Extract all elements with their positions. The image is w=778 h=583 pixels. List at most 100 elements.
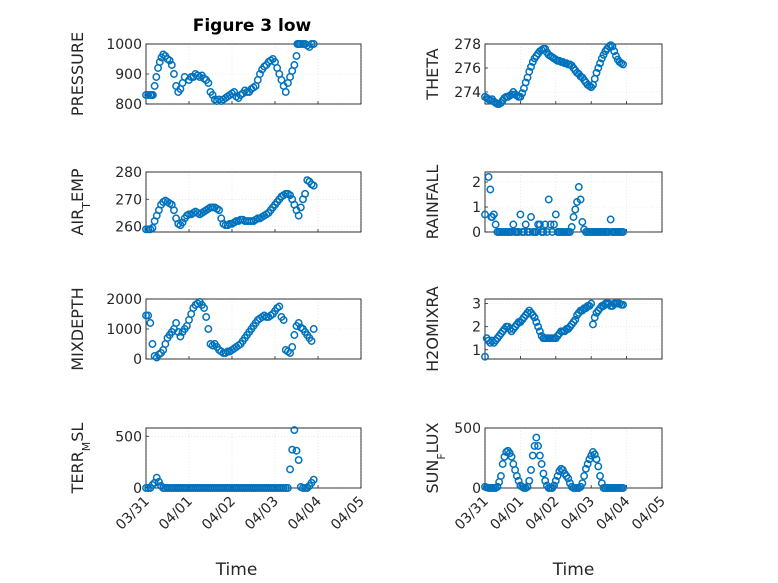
- data-point: [514, 476, 523, 485]
- data-point: [507, 452, 516, 461]
- y-tick-label: 0: [472, 225, 481, 241]
- y-axis-label-main: THETA: [423, 48, 442, 100]
- data-point: [543, 228, 551, 236]
- data-point: [208, 91, 217, 99]
- data-point: [566, 228, 574, 236]
- y-tick-label: 900: [115, 67, 142, 83]
- x-tick-label: 04/03: [242, 494, 282, 534]
- x-tick-label: 03/31: [113, 494, 153, 534]
- data-point: [530, 313, 539, 322]
- data-point: [148, 340, 157, 348]
- data-point: [481, 210, 489, 219]
- data-point: [583, 460, 592, 468]
- data-point: [594, 64, 603, 72]
- data-point: [148, 91, 157, 99]
- data-point: [525, 476, 534, 485]
- data-point: [590, 450, 599, 459]
- x-tick-label: 04/02: [523, 494, 563, 534]
- y-axis-label-main: AIR: [68, 209, 87, 236]
- data-point: [279, 316, 288, 324]
- y-tick-label: 278: [454, 37, 481, 53]
- y-tick-label: 274: [454, 85, 481, 101]
- data-point: [551, 210, 560, 219]
- data-point: [204, 325, 213, 333]
- x-tick-label: 04/05: [328, 494, 368, 534]
- data-point: [532, 318, 541, 327]
- data-point: [307, 337, 316, 345]
- y-tick-label: 260: [115, 220, 142, 236]
- data-point: [484, 173, 493, 181]
- data-point: [178, 218, 187, 227]
- data-point: [202, 313, 211, 321]
- x-tick-label: 04/01: [487, 494, 527, 534]
- subplot-6: 0 500 03/31 04/01 04/02 04/03 04/04 04/05 TERRMS…: [68, 423, 368, 580]
- y-tick-label: 276: [454, 61, 481, 77]
- data-point: [534, 322, 543, 331]
- data-point: [303, 484, 312, 492]
- y-axis-label-main: PRESSURE: [68, 32, 87, 116]
- axes-border: [484, 298, 663, 360]
- data-point: [535, 220, 544, 229]
- data-point: [567, 223, 576, 231]
- y-tick-label: 2: [472, 320, 481, 336]
- subplot-3: 0 1 2 RAINFALL: [423, 165, 663, 241]
- y-tick-label: 500: [115, 429, 142, 445]
- data-point: [152, 73, 161, 81]
- y-tick-label: 800: [115, 97, 142, 113]
- x-axis-label: Time: [552, 560, 595, 580]
- x-tick-label: 03/31: [452, 494, 492, 534]
- y-tick-label: 500: [454, 421, 481, 437]
- data-point: [275, 302, 284, 311]
- data-point: [571, 205, 580, 214]
- data-point: [619, 228, 628, 236]
- data-point: [200, 304, 209, 312]
- data-point: [589, 320, 597, 329]
- data-point: [574, 183, 583, 191]
- subplot-2: 260 270 280 AIRTEMP: [68, 165, 362, 236]
- data-point: [518, 89, 527, 98]
- data-point: [592, 68, 601, 77]
- data-point: [516, 210, 525, 219]
- data-point: [489, 210, 498, 219]
- data-point: [519, 228, 528, 236]
- data-point: [167, 61, 176, 69]
- data-point: [148, 480, 157, 489]
- data-point: [571, 315, 580, 324]
- data-point: [590, 313, 599, 322]
- axes-border: [145, 171, 362, 233]
- y-axis-label-rest: LUX: [423, 422, 442, 453]
- data-point: [301, 189, 310, 198]
- data-point: [544, 195, 553, 204]
- data-point: [576, 195, 585, 204]
- y-tick-label: 280: [115, 165, 142, 181]
- y-tick-label: 0: [133, 481, 142, 497]
- y-axis-label-main: SUN: [423, 460, 442, 494]
- data-point: [288, 445, 297, 454]
- data-point: [541, 476, 550, 485]
- data-point: [146, 319, 155, 327]
- y-axis-label: PRESSURE: [68, 32, 87, 116]
- data-point: [569, 213, 578, 221]
- axes-border: [484, 43, 663, 105]
- data-point: [541, 220, 550, 229]
- y-tick-label: 0: [133, 352, 142, 368]
- y-axis-label: THETA: [423, 48, 442, 100]
- data-point: [553, 472, 562, 480]
- y-tick-label: 1: [472, 343, 481, 359]
- data-point: [144, 311, 153, 320]
- data-point: [150, 82, 159, 90]
- data-point: [551, 476, 560, 485]
- data-point: [581, 464, 590, 473]
- data-point: [539, 228, 548, 236]
- data-point: [294, 456, 303, 465]
- data-point: [288, 343, 297, 351]
- data-point: [578, 479, 587, 488]
- data-point: [286, 465, 294, 474]
- y-axis-label: MIXDEPTH: [68, 287, 87, 370]
- data-point: [580, 472, 589, 480]
- data-point: [498, 460, 507, 468]
- y-axis-label-main: MIXDEPTH: [68, 287, 87, 370]
- data-point: [309, 40, 318, 48]
- data-point: [610, 47, 619, 56]
